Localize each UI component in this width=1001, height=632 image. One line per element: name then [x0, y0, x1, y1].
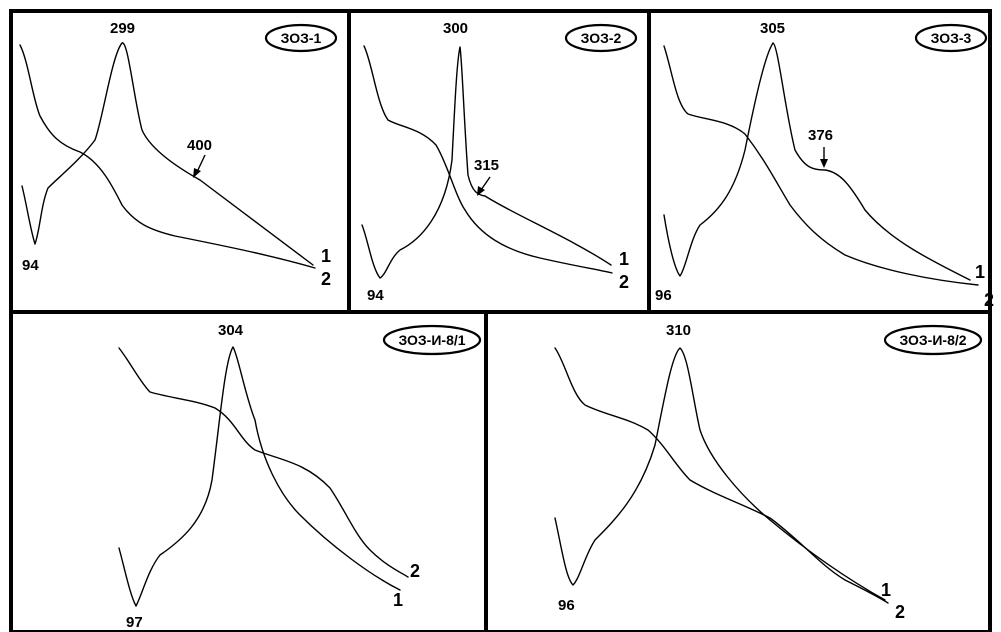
panel-3-badge-oval	[914, 23, 988, 53]
panel-5-badge: ЗОЗ-И-8/2	[883, 324, 983, 356]
panel-3-arrow-head	[820, 159, 828, 168]
panel-3: 305 96 376 1 2 ЗОЗ-3	[647, 9, 994, 314]
panel-3-curve-1	[663, 42, 971, 281]
panel-5: 310 96 1 2 ЗОЗ-И-8/2	[484, 310, 992, 632]
panel-5-peak-label-1: 310	[666, 322, 691, 339]
panel-4-peak-label-1: 304	[218, 322, 244, 339]
panel-2-series-label-2: 2	[619, 272, 629, 292]
panel-4-series-label-2: 2	[410, 561, 420, 581]
panel-3-badge: ЗОЗ-3	[914, 23, 988, 53]
panel-5-series-label-1: 1	[881, 580, 891, 600]
panel-4-badge-label: ЗОЗ-И-8/1	[398, 332, 465, 348]
panel-2-peak-label-2: 94	[367, 287, 384, 304]
panel-1-peak-label-1: 299	[110, 20, 135, 37]
panel-5-curve-2	[554, 347, 889, 604]
panel-3-peak-label-3: 376	[808, 127, 833, 144]
panel-1-arrow	[196, 154, 206, 173]
panel-1-curve-2	[19, 44, 316, 269]
panel-1-badge-label: ЗОЗ-1	[281, 30, 322, 46]
panel-3-badge-label: ЗОЗ-3	[931, 30, 972, 46]
panel-4-peak-label-2: 97	[126, 614, 143, 631]
panel-3-frame	[647, 9, 992, 314]
panel-3-peak-label-2: 96	[655, 287, 672, 304]
panel-2-peak-label-3: 315	[474, 157, 499, 174]
panel-2-badge: ЗОЗ-2	[564, 23, 638, 53]
panel-2-peak-label-1: 300	[443, 20, 468, 37]
panel-3-series-label-1: 1	[975, 262, 985, 282]
panel-2-arrow	[480, 176, 491, 191]
panel-1-badge-oval	[264, 23, 338, 53]
panel-3-series-label-2: 2	[984, 290, 994, 310]
panel-5-peak-label-2: 96	[558, 597, 575, 614]
panel-2-badge-oval	[564, 23, 638, 53]
panel-1-series-label-2: 2	[321, 269, 331, 289]
panel-4-frame	[9, 310, 488, 632]
panel-3-peak-label-1: 305	[760, 20, 785, 37]
panel-1-series-label-1: 1	[321, 246, 331, 266]
panel-1-frame	[9, 9, 351, 314]
panel-1-curve-1	[21, 42, 314, 266]
panel-1: 299 94 400 1 2 ЗОЗ-1	[9, 9, 351, 314]
panel-5-frame	[484, 310, 992, 632]
panel-1-peak-label-3: 400	[187, 137, 212, 154]
panel-4-badge-oval	[382, 324, 482, 356]
panel-2-badge-label: ЗОЗ-2	[581, 30, 622, 46]
panel-5-badge-oval	[883, 324, 983, 356]
panel-4: 304 97 2 1 ЗОЗ-И-8/1	[9, 310, 488, 632]
panel-1-badge: ЗОЗ-1	[264, 23, 338, 53]
panel-2-curve-1	[361, 46, 612, 279]
panel-5-badge-label: ЗОЗ-И-8/2	[899, 332, 966, 348]
panel-2-arrow-head	[477, 186, 485, 196]
panel-5-series-label-2: 2	[895, 602, 905, 622]
panel-1-arrow-head	[193, 168, 201, 178]
panel-2: 300 94 315 1 2 ЗОЗ-2	[347, 9, 651, 314]
panel-2-series-label-1: 1	[619, 249, 629, 269]
panel-2-curve-2	[363, 45, 613, 274]
panel-4-badge: ЗОЗ-И-8/1	[382, 324, 482, 356]
panel-1-peak-label-2: 94	[22, 257, 39, 274]
panel-4-series-label-1: 1	[393, 590, 403, 610]
panel-3-curve-2	[663, 45, 979, 286]
panel-5-curve-1	[554, 347, 886, 601]
panel-4-curve-2	[118, 347, 409, 578]
panel-4-curve-1	[118, 346, 401, 607]
